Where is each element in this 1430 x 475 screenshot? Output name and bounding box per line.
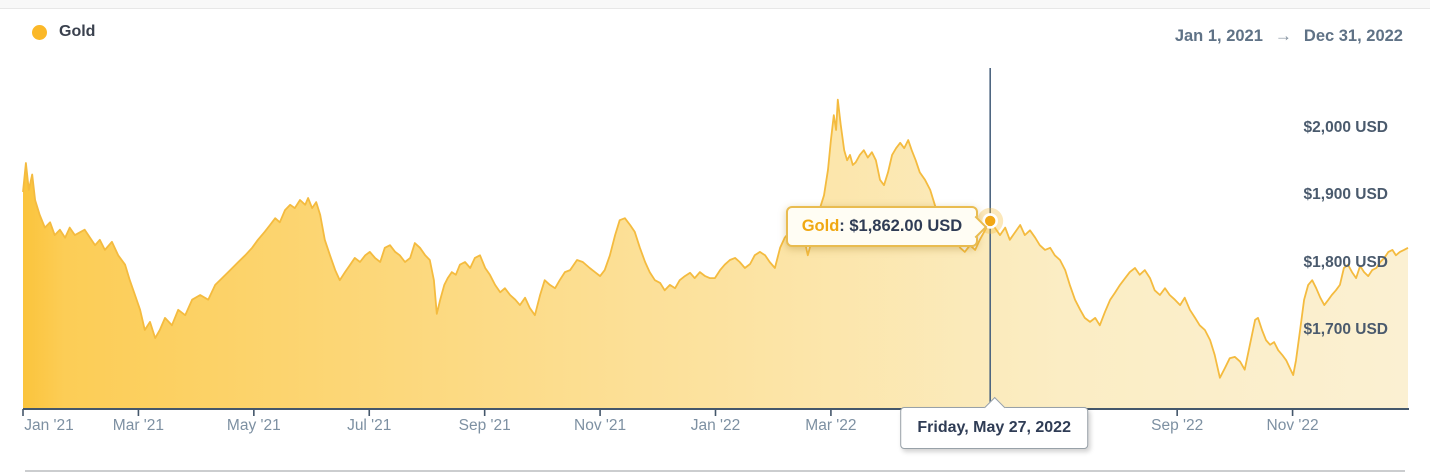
x-axis-label: Sep '22 (1151, 417, 1204, 434)
price-tooltip: Gold: $1,862.00 USD (785, 205, 979, 247)
x-axis-label: Jan '21 (24, 417, 74, 434)
x-axis-label: Nov '22 (1266, 417, 1319, 434)
legend-item-gold[interactable]: Gold (32, 23, 95, 41)
x-axis-ticks (22, 409, 1294, 416)
x-axis-label: Nov '21 (574, 417, 627, 434)
price-tooltip-colon: : (839, 216, 845, 235)
date-range: Jan 1, 2021 → Dec 31, 2022 (1175, 26, 1403, 46)
y-axis-label: $2,000 USD (1303, 119, 1388, 136)
legend-gold-dot-icon (32, 24, 47, 40)
date-tooltip-label: Friday, May 27, 2022 (917, 419, 1071, 436)
price-tooltip-series: Gold (801, 216, 840, 235)
gold-area (23, 99, 1408, 408)
x-axis-label: Mar '22 (805, 417, 857, 434)
hover-marker (982, 213, 998, 229)
price-tooltip-value: $1,862.00 USD (849, 216, 963, 235)
y-axis-label: $1,700 USD (1303, 320, 1388, 338)
top-divider (0, 0, 1430, 9)
legend-label: Gold (59, 23, 96, 40)
x-axis-label: Jan '22 (690, 417, 741, 434)
y-axis-label: $1,800 USD (1303, 253, 1388, 271)
x-axis-label: Sep '21 (458, 417, 511, 434)
date-range-end[interactable]: Dec 31, 2022 (1303, 26, 1403, 45)
x-axis-label: Jul '21 (347, 417, 392, 434)
x-axis-label: Mar '21 (112, 417, 164, 434)
gold-line (22, 98, 1409, 379)
x-axis-label: May '21 (226, 417, 281, 434)
date-range-start[interactable]: Jan 1, 2021 (1174, 26, 1263, 45)
bottom-divider (25, 470, 1405, 472)
date-tooltip: Friday, May 27, 2022 (900, 407, 1088, 449)
y-axis-label: $1,900 USD (1303, 186, 1388, 204)
arrow-right-icon: → (1274, 26, 1292, 45)
